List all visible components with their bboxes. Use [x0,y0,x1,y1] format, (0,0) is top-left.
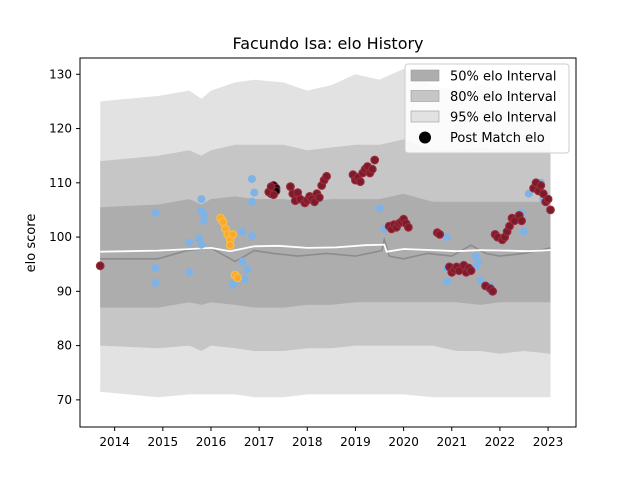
elo-point-red [404,222,413,232]
elo-point-orange [228,229,238,239]
elo-point-blue [250,188,259,197]
elo-point-blue [442,277,451,286]
elo-point-red [95,261,105,271]
x-tick-label: 2017 [244,435,275,449]
x-tick-label: 2021 [436,435,467,449]
elo-point-red [370,155,380,165]
legend-label: 50% elo Interval [450,70,557,85]
x-tick-label: 2022 [485,435,516,449]
elo-point-blue [238,257,247,266]
x-tick-label: 2020 [388,435,419,449]
x-tick-label: 2016 [196,435,227,449]
y-tick-label: 120 [49,122,72,136]
legend-swatch-50 [410,69,440,82]
elo-point-red [355,177,365,187]
elo-point-blue [520,227,528,236]
elo-point-red [266,182,276,192]
legend-box [404,63,570,154]
elo-point-red [505,221,514,231]
elo-point-blue [243,265,252,274]
y-tick-label: 100 [49,230,72,244]
x-tick-label: 2019 [340,435,371,449]
y-tick-label: 90 [57,284,72,298]
elo-point-blue [238,227,247,236]
elo-point-red [538,189,548,199]
y-tick-label: 130 [49,67,72,81]
elo-point-blue [524,189,533,198]
elo-point-blue [247,175,256,183]
elo-point-red [543,194,553,204]
elo-point-red [488,286,498,296]
legend-swatch-95 [410,110,440,123]
elo-point-orange [233,273,242,283]
elo-point-blue [194,234,203,243]
elo-point-blue [247,197,256,206]
axes: 2014 2015 2016 2017 2018 2019 2020 2021 2022 2023… [49,57,577,449]
band-50-interval [100,193,551,308]
elo-point-blue [151,278,160,287]
x-tick-label: 2018 [292,435,323,449]
x-tick-label: 2023 [533,435,564,449]
elo-point-blue [476,276,485,285]
elo-point-red [517,216,526,226]
legend-label: 80% elo Interval [450,90,557,105]
elo-point-blue [474,257,483,266]
elo-point-red [546,205,555,215]
legend-swatch-80 [410,90,440,102]
median-elo-line [100,243,551,253]
elo-point-blue [197,240,206,249]
elo-point-blue [240,275,249,284]
legend: 50% elo Interval 80% elo Interval 95% elo … [404,63,570,154]
elo-point-red [435,229,445,239]
elo-point-red [367,164,377,174]
elo-point-blue [185,268,194,277]
elo-point-red [286,182,295,192]
elo-point-blue [151,264,160,272]
mean-elo-line [100,236,551,263]
x-tick-label: 2015 [148,435,179,449]
elo-point-red [536,181,546,190]
elo-point-red [466,266,476,276]
chart-title: Facundo Isa: elo History [232,34,423,53]
elo-point-red [322,171,332,181]
elo-point-blue [442,233,451,242]
y-tick-label: 80 [57,339,72,353]
y-tick-label: 110 [49,176,72,190]
elo-point-orange [225,240,235,250]
elo-point-blue [375,204,384,213]
axes-frame [79,57,577,428]
elo-point-blue [199,209,208,218]
legend-marker-post-match [419,131,431,144]
elo-point-blue [247,232,256,240]
elo-point-red [314,193,324,202]
elo-point-blue [185,238,194,247]
legend-label: Post Match elo [450,131,545,146]
y-tick-label: 70 [57,393,72,407]
y-axis-label: elo score [24,214,39,273]
legend-label: 95% elo Interval [450,111,557,126]
elo-point-blue [151,208,160,217]
elo-point-blue [199,216,208,225]
x-tick-label: 2014 [99,435,130,449]
elo-point-red [269,190,279,200]
elo-point-blue [197,195,206,204]
